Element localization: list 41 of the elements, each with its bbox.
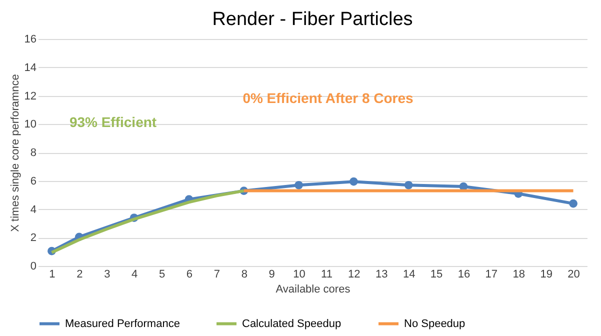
- y-tick-label: 10: [24, 118, 36, 131]
- x-tick-label: 19: [540, 268, 552, 280]
- x-tick-label: 4: [132, 268, 138, 280]
- y-tick-label: 8: [30, 147, 36, 159]
- x-tick-label: 9: [268, 268, 275, 280]
- x-tick-label: 15: [430, 268, 443, 280]
- x-tick-label: 8: [241, 268, 248, 280]
- point: [404, 180, 413, 190]
- y-tick-label: 12: [24, 90, 36, 102]
- point: [349, 177, 358, 186]
- y-tick-label: 6: [30, 175, 36, 188]
- legend-label: No Speedup: [404, 318, 466, 330]
- x-tick-label: 17: [485, 268, 498, 280]
- y-tick-label: 4: [30, 204, 36, 216]
- x-tick-label: 14: [402, 268, 416, 280]
- x-axis-title: Available cores: [276, 284, 351, 296]
- x-tick-label: 18: [512, 268, 525, 280]
- x-tick-label: 13: [376, 268, 388, 280]
- chart-title: Render - Fiber Particles: [212, 9, 413, 30]
- legend-label: Calculated Speedup: [242, 318, 342, 330]
- y-tick-label: 2: [30, 232, 36, 244]
- x-tick-label: 16: [458, 268, 470, 280]
- y-tick-label: 0: [30, 260, 36, 272]
- x-tick-label: 6: [186, 268, 193, 280]
- x-tick-label: 10: [293, 268, 306, 280]
- x-tick-label: 5: [158, 268, 166, 280]
- x-tick-label: 3: [104, 268, 110, 280]
- x-tick-label: 1: [49, 268, 56, 280]
- point: [294, 180, 303, 190]
- point: [569, 199, 578, 208]
- y-tick-label: 14: [24, 62, 36, 74]
- annotation: 93% Efficient: [69, 114, 157, 130]
- x-tick-label: 2: [76, 268, 83, 280]
- annotation: 0% Efficient After 8 Cores: [242, 90, 414, 106]
- x-tick-label: 20: [568, 268, 580, 280]
- x-tick-label: 11: [321, 268, 332, 280]
- x-tick-label: 12: [348, 268, 360, 280]
- y-tick-label: 16: [24, 34, 36, 46]
- x-tick-label: 7: [214, 268, 220, 280]
- legend-label: Measured Performance: [65, 318, 180, 330]
- y-axis-title: X times single core perforamnce: [9, 74, 22, 232]
